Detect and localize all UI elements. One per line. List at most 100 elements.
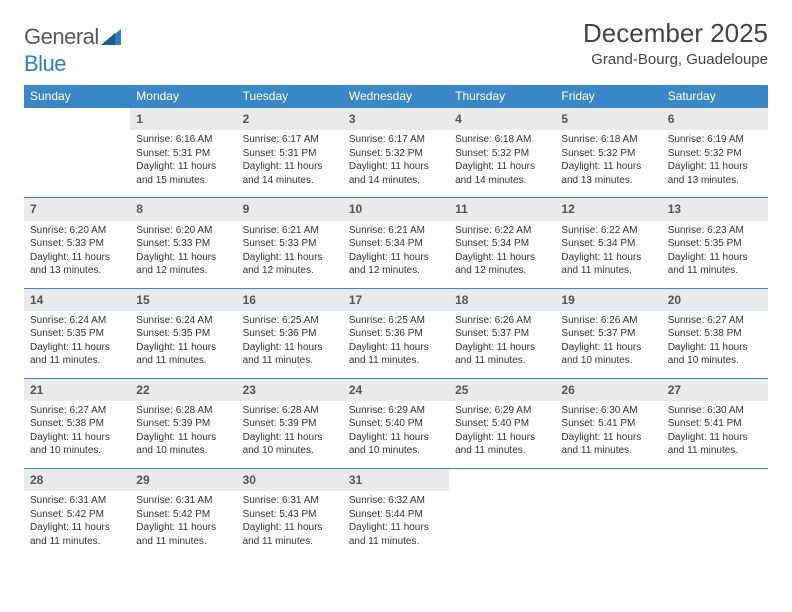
day-number-row: 14151617181920 xyxy=(24,288,768,311)
info-line: and 11 minutes. xyxy=(243,535,337,549)
page-title: December 2025 xyxy=(583,18,768,49)
day-info-row: Sunrise: 6:27 AMSunset: 5:38 PMDaylight:… xyxy=(24,401,768,469)
info-line: Daylight: 11 hours xyxy=(349,521,443,535)
sail-icon xyxy=(101,25,121,51)
info-line: Sunrise: 6:20 AM xyxy=(30,224,124,238)
info-line: and 10 minutes. xyxy=(136,444,230,458)
info-line: Daylight: 11 hours xyxy=(136,251,230,265)
day-number-cell: 29 xyxy=(130,468,236,491)
brand-logo: General Blue xyxy=(24,24,121,77)
info-line: Sunset: 5:42 PM xyxy=(30,508,124,522)
location-text: Grand-Bourg, Guadeloupe xyxy=(583,51,768,68)
calendar-table: SundayMondayTuesdayWednesdayThursdayFrid… xyxy=(24,85,768,558)
info-line: Daylight: 11 hours xyxy=(349,341,443,355)
day-info-cell: Sunrise: 6:25 AMSunset: 5:36 PMDaylight:… xyxy=(343,311,449,379)
info-line: Sunrise: 6:27 AM xyxy=(668,314,762,328)
info-line: Sunrise: 6:24 AM xyxy=(30,314,124,328)
info-line: Daylight: 11 hours xyxy=(561,431,655,445)
day-info-cell: Sunrise: 6:28 AMSunset: 5:39 PMDaylight:… xyxy=(130,401,236,469)
day-number-row: 28293031 xyxy=(24,468,768,491)
info-line: Sunrise: 6:17 AM xyxy=(349,133,443,147)
day-info-cell: Sunrise: 6:26 AMSunset: 5:37 PMDaylight:… xyxy=(449,311,555,379)
info-line: Daylight: 11 hours xyxy=(455,341,549,355)
day-number-row: 78910111213 xyxy=(24,198,768,221)
day-header-row: SundayMondayTuesdayWednesdayThursdayFrid… xyxy=(24,85,768,108)
info-line: and 11 minutes. xyxy=(30,354,124,368)
day-header: Sunday xyxy=(24,85,130,108)
info-line: and 11 minutes. xyxy=(136,535,230,549)
day-info-cell: Sunrise: 6:29 AMSunset: 5:40 PMDaylight:… xyxy=(343,401,449,469)
info-line: Sunrise: 6:18 AM xyxy=(561,133,655,147)
info-line: Sunset: 5:34 PM xyxy=(455,237,549,251)
day-info-cell xyxy=(24,130,130,198)
info-line: and 11 minutes. xyxy=(349,535,443,549)
info-line: Sunrise: 6:17 AM xyxy=(243,133,337,147)
day-number-cell: 10 xyxy=(343,198,449,221)
day-info-cell: Sunrise: 6:24 AMSunset: 5:35 PMDaylight:… xyxy=(24,311,130,379)
calendar-body: 123456Sunrise: 6:16 AMSunset: 5:31 PMDay… xyxy=(24,108,768,558)
info-line: Daylight: 11 hours xyxy=(136,431,230,445)
info-line: Sunset: 5:32 PM xyxy=(349,147,443,161)
info-line: Sunset: 5:34 PM xyxy=(349,237,443,251)
info-line: Sunrise: 6:25 AM xyxy=(243,314,337,328)
day-info-cell: Sunrise: 6:22 AMSunset: 5:34 PMDaylight:… xyxy=(449,221,555,289)
info-line: Sunset: 5:35 PM xyxy=(30,327,124,341)
day-number-cell: 15 xyxy=(130,288,236,311)
info-line: Sunrise: 6:28 AM xyxy=(136,404,230,418)
info-line: Daylight: 11 hours xyxy=(455,251,549,265)
info-line: and 12 minutes. xyxy=(243,264,337,278)
info-line: Sunrise: 6:21 AM xyxy=(349,224,443,238)
info-line: and 11 minutes. xyxy=(30,535,124,549)
info-line: Daylight: 11 hours xyxy=(561,251,655,265)
day-number-cell xyxy=(24,108,130,131)
info-line: Sunset: 5:33 PM xyxy=(30,237,124,251)
info-line: and 11 minutes. xyxy=(668,444,762,458)
page-header: General Blue December 2025 Grand-Bourg, … xyxy=(24,18,768,77)
info-line: Sunrise: 6:25 AM xyxy=(349,314,443,328)
info-line: Sunset: 5:39 PM xyxy=(243,417,337,431)
info-line: Sunrise: 6:31 AM xyxy=(243,494,337,508)
day-info-cell: Sunrise: 6:26 AMSunset: 5:37 PMDaylight:… xyxy=(555,311,661,379)
info-line: and 15 minutes. xyxy=(136,174,230,188)
day-number-cell: 20 xyxy=(662,288,768,311)
day-number-row: 123456 xyxy=(24,108,768,131)
day-info-cell: Sunrise: 6:31 AMSunset: 5:42 PMDaylight:… xyxy=(130,491,236,558)
day-info-cell: Sunrise: 6:27 AMSunset: 5:38 PMDaylight:… xyxy=(662,311,768,379)
info-line: Sunset: 5:36 PM xyxy=(243,327,337,341)
info-line: Daylight: 11 hours xyxy=(30,431,124,445)
info-line: Daylight: 11 hours xyxy=(349,251,443,265)
info-line: and 14 minutes. xyxy=(349,174,443,188)
info-line: Daylight: 11 hours xyxy=(243,521,337,535)
day-info-cell: Sunrise: 6:31 AMSunset: 5:42 PMDaylight:… xyxy=(24,491,130,558)
brand-part2: Blue xyxy=(24,51,66,76)
info-line: Sunset: 5:36 PM xyxy=(349,327,443,341)
info-line: Sunset: 5:31 PM xyxy=(243,147,337,161)
day-info-cell: Sunrise: 6:27 AMSunset: 5:38 PMDaylight:… xyxy=(24,401,130,469)
day-number-cell xyxy=(449,468,555,491)
info-line: Sunrise: 6:24 AM xyxy=(136,314,230,328)
day-info-cell: Sunrise: 6:24 AMSunset: 5:35 PMDaylight:… xyxy=(130,311,236,379)
info-line: Sunset: 5:40 PM xyxy=(349,417,443,431)
info-line: and 10 minutes. xyxy=(561,354,655,368)
info-line: and 11 minutes. xyxy=(455,354,549,368)
info-line: Daylight: 11 hours xyxy=(668,341,762,355)
info-line: Sunrise: 6:23 AM xyxy=(668,224,762,238)
day-info-cell: Sunrise: 6:23 AMSunset: 5:35 PMDaylight:… xyxy=(662,221,768,289)
day-header: Thursday xyxy=(449,85,555,108)
day-info-cell: Sunrise: 6:16 AMSunset: 5:31 PMDaylight:… xyxy=(130,130,236,198)
info-line: Sunrise: 6:30 AM xyxy=(668,404,762,418)
day-info-cell: Sunrise: 6:30 AMSunset: 5:41 PMDaylight:… xyxy=(555,401,661,469)
info-line: and 11 minutes. xyxy=(136,354,230,368)
day-info-cell: Sunrise: 6:21 AMSunset: 5:34 PMDaylight:… xyxy=(343,221,449,289)
info-line: Sunrise: 6:29 AM xyxy=(455,404,549,418)
day-number-cell xyxy=(555,468,661,491)
info-line: Sunrise: 6:31 AM xyxy=(30,494,124,508)
info-line: Sunset: 5:33 PM xyxy=(136,237,230,251)
day-info-row: Sunrise: 6:16 AMSunset: 5:31 PMDaylight:… xyxy=(24,130,768,198)
day-info-cell: Sunrise: 6:18 AMSunset: 5:32 PMDaylight:… xyxy=(449,130,555,198)
info-line: Sunset: 5:33 PM xyxy=(243,237,337,251)
day-number-cell: 7 xyxy=(24,198,130,221)
info-line: Sunrise: 6:26 AM xyxy=(561,314,655,328)
info-line: Sunset: 5:40 PM xyxy=(455,417,549,431)
day-number-cell xyxy=(662,468,768,491)
